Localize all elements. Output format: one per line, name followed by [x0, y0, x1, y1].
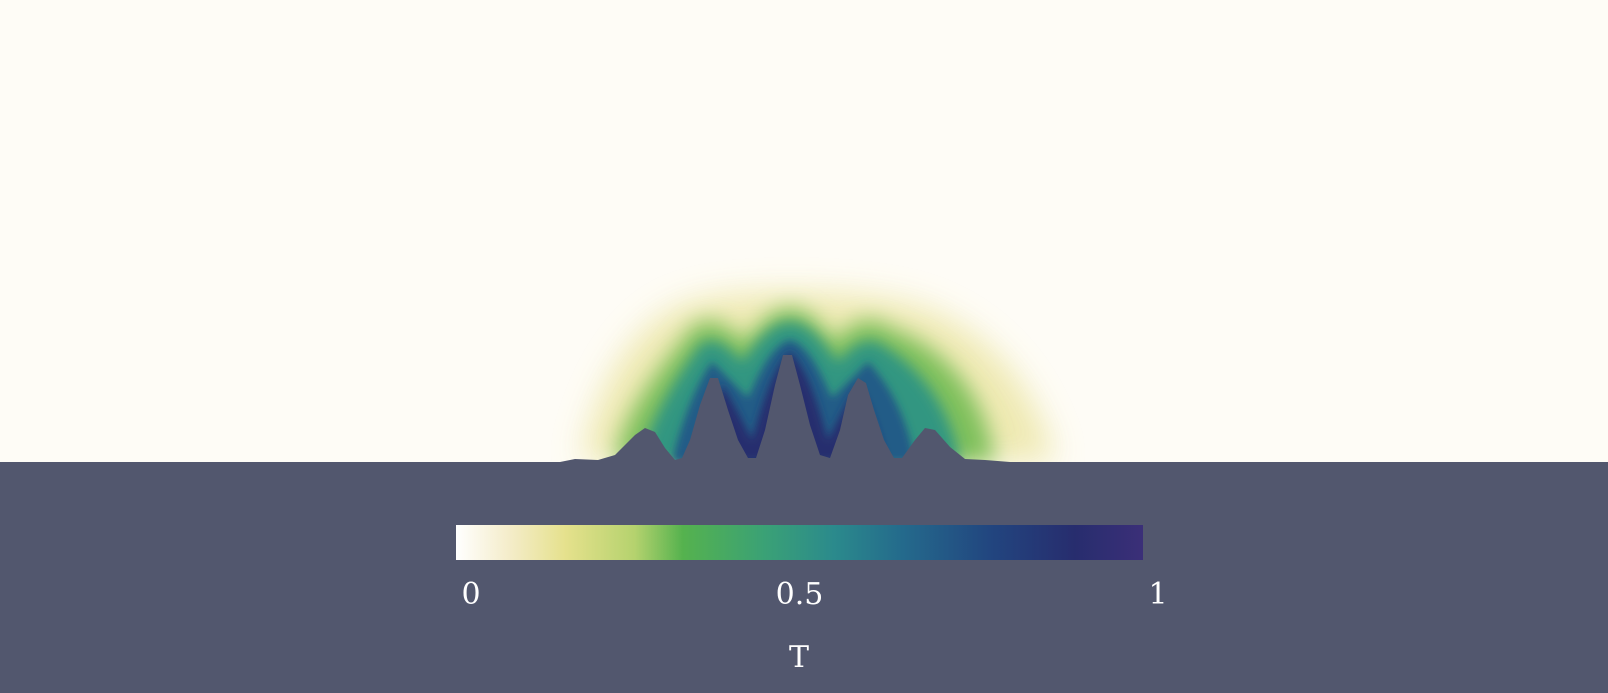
colorbar-tick-label: 0.5 [776, 577, 824, 612]
colorbar-title: T [789, 640, 809, 675]
colorbar-tick-label: 0 [461, 577, 480, 612]
colorbar-tick-label: 1 [1148, 577, 1167, 612]
colorbar-gradient [456, 525, 1143, 560]
